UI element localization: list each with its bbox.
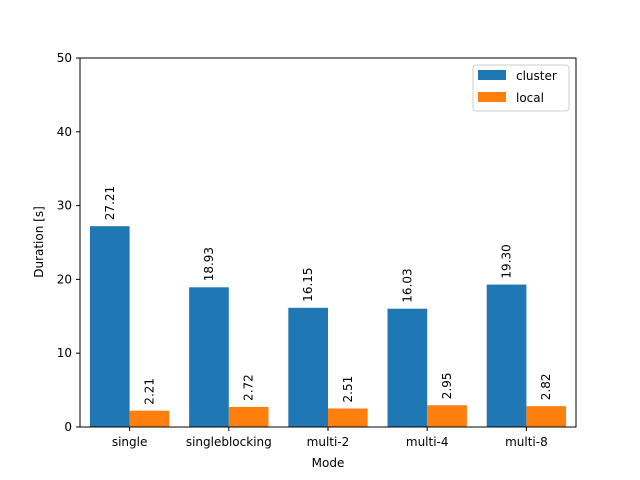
bar-value-label: 18.93 [202,247,216,281]
legend-swatch-cluster [478,70,506,80]
x-tick-label: single [112,435,148,449]
x-axis-label: Mode [312,456,345,470]
bar-value-label: 16.03 [400,268,414,302]
x-tick-label: multi-4 [406,435,449,449]
bar-local-singleblocking [228,406,269,427]
y-tick-label: 50 [57,51,72,65]
bar-local-multi-2 [328,408,368,427]
bar-cluster-multi-2 [288,307,328,427]
legend-swatch-local [478,92,506,102]
legend: cluster local [472,64,570,112]
bar-cluster-single [89,226,130,427]
bar-value-label: 2.51 [341,376,355,403]
bar-cluster-singleblocking [189,287,229,427]
bar-labels-layer: 27.21 18.93 16.15 16.03 19.30 2.21 2.72 2.51 2.9… [103,186,553,405]
y-tick-label: 30 [57,199,72,213]
x-axis: single singleblocking multi-2 multi-4 multi-… [112,427,548,449]
x-tick-label: singleblocking [186,435,272,449]
bar-value-label: 2.21 [142,378,156,405]
bar-value-label: 19.30 [500,244,514,278]
bar-local-single [129,410,170,427]
bar-local-multi-8 [526,406,567,427]
bar-value-label: 2.72 [242,374,256,401]
y-tick-label: 0 [64,420,72,434]
legend-label-local: local [516,91,544,105]
legend-label-cluster: cluster [516,69,557,83]
y-axis-label: Duration [s] [32,206,46,278]
y-axis: 0 10 20 30 40 50 [57,51,80,434]
bar-cluster-multi-4 [387,308,428,427]
y-tick-label: 10 [57,346,72,360]
bars-layer [89,226,567,427]
x-tick-label: multi-2 [307,435,350,449]
x-tick-label: multi-8 [505,435,548,449]
bar-cluster-multi-8 [486,284,527,427]
bar-value-label: 2.82 [539,373,553,400]
y-tick-label: 20 [57,272,72,286]
y-tick-label: 40 [57,125,72,139]
bar-value-label: 16.15 [301,267,315,301]
bar-local-multi-4 [427,405,467,427]
bar-value-label: 2.95 [440,373,454,400]
bar-value-label: 27.21 [103,186,117,220]
